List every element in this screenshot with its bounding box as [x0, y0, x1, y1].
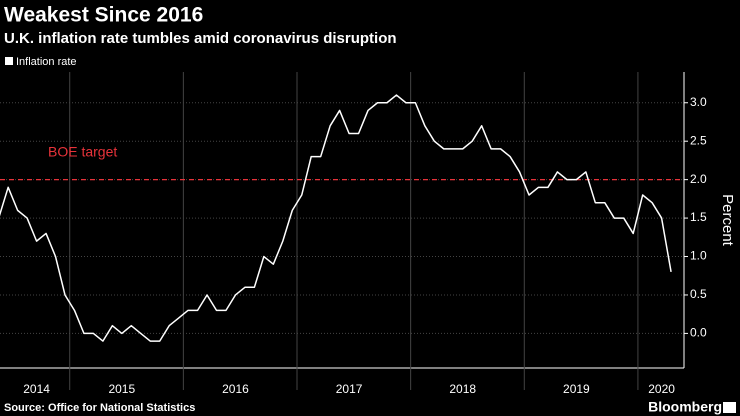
line-series: [0, 94, 672, 342]
chart-title: Weakest Since 2016: [4, 4, 203, 27]
x-tick-label: 2016: [222, 382, 249, 396]
y-tick-label: 1.0: [690, 249, 707, 263]
brand-icon: [723, 402, 736, 413]
legend-label: Inflation rate: [16, 56, 77, 68]
legend-swatch: [5, 57, 13, 65]
x-tick-label: 2014: [23, 382, 50, 396]
source: Source: Office for National Statistics: [4, 402, 195, 414]
x-tick-label: 2020: [648, 382, 675, 396]
x-tick-label: 2018: [449, 382, 476, 396]
chart-subtitle: U.K. inflation rate tumbles amid coronav…: [4, 30, 397, 47]
y-axis-label: Percent: [719, 194, 736, 247]
x-tick-label: 2019: [563, 382, 590, 396]
y-tick-label: 3.0: [690, 95, 707, 109]
x-tick-label: 2017: [336, 382, 363, 396]
y-tick-label: 1.5: [690, 210, 707, 224]
y-tick-label: 2.5: [690, 133, 707, 147]
brand: Bloomberg: [648, 399, 722, 415]
x-tick-label: 2015: [108, 382, 135, 396]
reference-label: BOE target: [48, 143, 117, 159]
y-tick-label: 2.0: [690, 172, 707, 186]
y-tick-label: 0.0: [690, 326, 707, 340]
y-tick-label: 0.5: [690, 287, 707, 301]
